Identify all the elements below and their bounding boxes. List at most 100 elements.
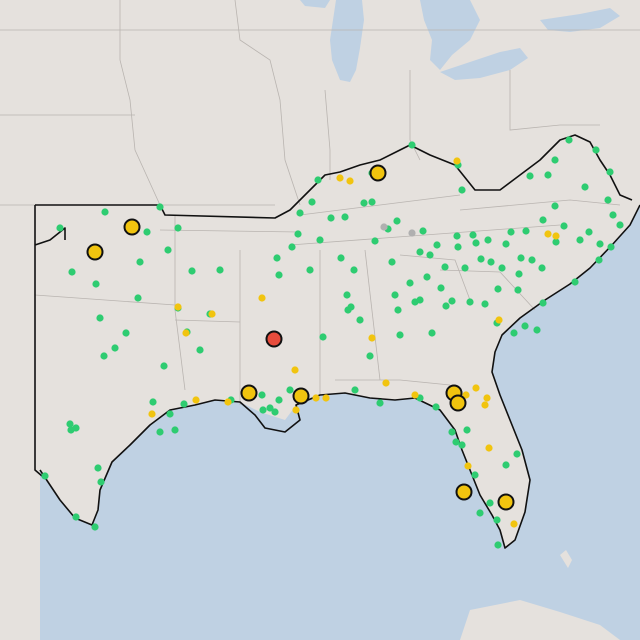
yellow-marker[interactable]: [552, 232, 560, 240]
yellow-marker[interactable]: [483, 394, 491, 402]
green-marker[interactable]: [271, 408, 279, 416]
yellow-marker[interactable]: [292, 406, 300, 414]
green-marker[interactable]: [180, 400, 188, 408]
green-marker[interactable]: [275, 396, 283, 404]
gray-marker[interactable]: [380, 223, 388, 231]
yellow-marker[interactable]: [312, 394, 320, 402]
green-marker[interactable]: [552, 238, 560, 246]
green-marker[interactable]: [539, 299, 547, 307]
yellow-marker[interactable]: [182, 329, 190, 337]
green-marker[interactable]: [441, 263, 449, 271]
green-marker[interactable]: [419, 227, 427, 235]
green-marker[interactable]: [306, 266, 314, 274]
green-marker[interactable]: [416, 248, 424, 256]
green-marker[interactable]: [368, 198, 376, 206]
green-marker[interactable]: [560, 222, 568, 230]
green-marker[interactable]: [428, 329, 436, 337]
green-marker[interactable]: [461, 264, 469, 272]
green-marker[interactable]: [258, 391, 266, 399]
green-marker[interactable]: [493, 516, 501, 524]
green-marker[interactable]: [286, 386, 294, 394]
green-marker[interactable]: [327, 214, 335, 222]
yellow-marker[interactable]: [464, 462, 472, 470]
baton-rouge-large-marker[interactable]: [240, 384, 258, 402]
green-marker[interactable]: [122, 329, 130, 337]
green-marker[interactable]: [458, 441, 466, 449]
green-marker[interactable]: [538, 264, 546, 272]
oklahoma-northeast-large-marker[interactable]: [123, 218, 141, 236]
green-marker[interactable]: [551, 202, 559, 210]
green-marker[interactable]: [453, 232, 461, 240]
yellow-marker[interactable]: [322, 394, 330, 402]
green-marker[interactable]: [351, 386, 359, 394]
green-marker[interactable]: [366, 352, 374, 360]
green-marker[interactable]: [426, 251, 434, 259]
green-marker[interactable]: [188, 267, 196, 275]
green-marker[interactable]: [533, 326, 541, 334]
green-marker[interactable]: [56, 224, 64, 232]
green-marker[interactable]: [174, 224, 182, 232]
yellow-marker[interactable]: [382, 379, 390, 387]
yellow-marker[interactable]: [258, 294, 266, 302]
green-marker[interactable]: [72, 513, 80, 521]
green-marker[interactable]: [216, 266, 224, 274]
green-marker[interactable]: [442, 302, 450, 310]
yellow-marker[interactable]: [485, 444, 493, 452]
green-marker[interactable]: [498, 264, 506, 272]
green-marker[interactable]: [314, 176, 322, 184]
green-marker[interactable]: [266, 404, 274, 412]
green-marker[interactable]: [96, 314, 104, 322]
green-marker[interactable]: [68, 268, 76, 276]
green-marker[interactable]: [539, 216, 547, 224]
green-marker[interactable]: [343, 291, 351, 299]
green-marker[interactable]: [101, 208, 109, 216]
green-marker[interactable]: [91, 523, 99, 531]
green-marker[interactable]: [275, 271, 283, 279]
green-marker[interactable]: [376, 399, 384, 407]
yellow-marker[interactable]: [544, 230, 552, 238]
green-marker[interactable]: [544, 171, 552, 179]
green-marker[interactable]: [296, 209, 304, 217]
green-marker[interactable]: [528, 256, 536, 264]
green-marker[interactable]: [394, 306, 402, 314]
green-marker[interactable]: [486, 499, 494, 507]
green-marker[interactable]: [595, 256, 603, 264]
green-marker[interactable]: [156, 428, 164, 436]
green-marker[interactable]: [416, 296, 424, 304]
green-marker[interactable]: [344, 306, 352, 314]
green-marker[interactable]: [576, 236, 584, 244]
yellow-marker[interactable]: [208, 310, 216, 318]
green-marker[interactable]: [607, 243, 615, 251]
green-marker[interactable]: [507, 228, 515, 236]
green-marker[interactable]: [526, 172, 534, 180]
green-marker[interactable]: [393, 217, 401, 225]
green-marker[interactable]: [515, 270, 523, 278]
oklahoma-central-large-marker[interactable]: [86, 243, 104, 261]
yellow-marker[interactable]: [495, 316, 503, 324]
green-marker[interactable]: [494, 541, 502, 549]
green-marker[interactable]: [41, 472, 49, 480]
green-marker[interactable]: [592, 146, 600, 154]
yellow-marker[interactable]: [224, 398, 232, 406]
green-marker[interactable]: [308, 198, 316, 206]
green-marker[interactable]: [134, 294, 142, 302]
green-marker[interactable]: [259, 406, 267, 414]
green-marker[interactable]: [513, 450, 521, 458]
central-mississippi-large-marker[interactable]: [265, 330, 283, 348]
yellow-marker[interactable]: [368, 334, 376, 342]
green-marker[interactable]: [585, 228, 593, 236]
yellow-marker[interactable]: [510, 520, 518, 528]
green-marker[interactable]: [360, 199, 368, 207]
green-marker[interactable]: [551, 156, 559, 164]
green-marker[interactable]: [581, 183, 589, 191]
yellow-marker[interactable]: [481, 401, 489, 409]
green-marker[interactable]: [476, 509, 484, 517]
west-palm-beach-large-marker[interactable]: [497, 493, 515, 511]
green-marker[interactable]: [356, 316, 364, 324]
green-marker[interactable]: [437, 284, 445, 292]
green-marker[interactable]: [196, 346, 204, 354]
green-marker[interactable]: [502, 461, 510, 469]
yellow-marker[interactable]: [411, 391, 419, 399]
green-marker[interactable]: [448, 428, 456, 436]
